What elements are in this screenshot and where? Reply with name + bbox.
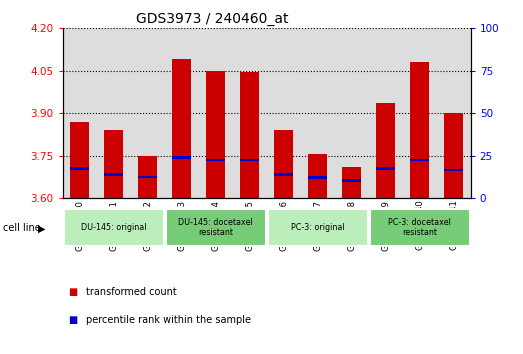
Bar: [445, 169, 463, 171]
Bar: [173, 59, 191, 198]
Text: cell line: cell line: [3, 223, 40, 233]
Text: ▶: ▶: [38, 223, 45, 233]
Bar: [139, 156, 157, 198]
Text: PC-3: original: PC-3: original: [291, 223, 345, 232]
Bar: [343, 167, 361, 198]
Bar: [173, 156, 191, 159]
Bar: [309, 154, 327, 198]
Text: DU-145: docetaxel
resistant: DU-145: docetaxel resistant: [178, 218, 253, 237]
Bar: [370, 209, 470, 246]
Bar: [105, 130, 123, 198]
Bar: [71, 167, 89, 170]
Bar: [377, 167, 395, 170]
Bar: [275, 173, 293, 176]
Bar: [445, 113, 463, 198]
Text: ■: ■: [68, 287, 77, 297]
Bar: [241, 159, 259, 161]
Text: DU-145: original: DU-145: original: [81, 223, 146, 232]
Bar: [64, 209, 164, 246]
Text: transformed count: transformed count: [86, 287, 177, 297]
Bar: [105, 173, 123, 176]
Bar: [207, 71, 225, 198]
Text: PC-3: docetaxel
resistant: PC-3: docetaxel resistant: [388, 218, 451, 237]
Bar: [275, 130, 293, 198]
Bar: [309, 176, 327, 179]
Bar: [241, 73, 259, 198]
Bar: [343, 179, 361, 182]
Text: GDS3973 / 240460_at: GDS3973 / 240460_at: [136, 12, 289, 26]
Bar: [139, 176, 157, 178]
Bar: [166, 209, 266, 246]
Bar: [411, 62, 429, 198]
Bar: [411, 159, 429, 161]
Bar: [377, 103, 395, 198]
Bar: [71, 122, 89, 198]
Text: percentile rank within the sample: percentile rank within the sample: [86, 315, 251, 325]
Bar: [207, 159, 225, 161]
Text: ■: ■: [68, 315, 77, 325]
Bar: [268, 209, 368, 246]
